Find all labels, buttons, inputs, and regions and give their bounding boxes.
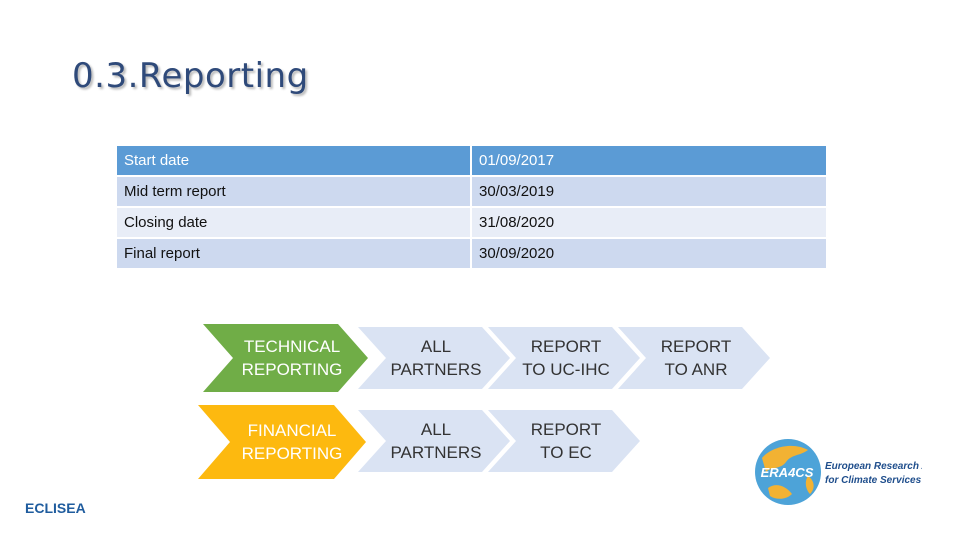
technical-step-all-partners: ALL PARTNERS	[358, 327, 510, 389]
financial-step-report-ec: REPORT TO EC	[488, 410, 640, 472]
schedule-label: Mid term report	[117, 177, 470, 206]
step-label: REPORT TO UC-IHC	[522, 337, 610, 379]
chevron-shape	[488, 327, 640, 389]
step-label: ALL PARTNERS	[390, 337, 482, 379]
schedule-label: Closing date	[117, 208, 470, 237]
chevron-shape	[618, 327, 770, 389]
step-chevron-fill	[358, 410, 510, 472]
step-chevron-fill	[488, 327, 640, 389]
step-label: REPORT TO EC	[530, 420, 602, 462]
logo-land-right	[805, 476, 814, 494]
logo-line1: European Research Area	[825, 461, 922, 472]
step-chevron-fill	[358, 327, 510, 389]
table-row: Final report 30/09/2020	[117, 239, 826, 268]
chevron-shape	[488, 410, 640, 472]
era4cs-logo: ERA4CS European Research Area for Climat…	[752, 436, 944, 513]
technical-chevron-fill	[203, 324, 368, 392]
schedule-value: 30/03/2019	[470, 177, 826, 206]
schedule-label: Final report	[117, 239, 470, 268]
logo-line2: for Climate Services	[825, 475, 922, 486]
step-chevron-fill	[618, 327, 770, 389]
table-row: Mid term report 30/03/2019	[117, 177, 826, 206]
schedule-label: Start date	[117, 146, 470, 175]
logo-mark: ERA4CS	[761, 465, 814, 480]
financial-chevron-fill	[198, 405, 366, 479]
chevron-shape	[203, 324, 368, 392]
chevron-shape	[198, 405, 366, 479]
page-title: 0.3.Reporting	[72, 56, 309, 96]
schedule-value: 31/08/2020	[470, 208, 826, 237]
table-row: Closing date 31/08/2020	[117, 208, 826, 237]
technical-reporting-label: TECHNICAL REPORTING	[241, 337, 343, 379]
schedule-table: Start date 01/09/2017 Mid term report 30…	[117, 144, 826, 270]
logo-land-bottom	[768, 485, 792, 499]
financial-step-all-partners: ALL PARTNERS	[358, 410, 510, 472]
schedule-value: 01/09/2017	[470, 146, 826, 175]
technical-reporting-chevron: TECHNICAL REPORTING	[203, 324, 368, 392]
technical-step-report-anr: REPORT TO ANR	[618, 327, 770, 389]
financial-reporting-label: FINANCIAL REPORTING	[241, 421, 343, 463]
step-label: ALL PARTNERS	[390, 420, 482, 462]
step-label: REPORT TO ANR	[660, 337, 732, 379]
step-chevron-fill	[488, 410, 640, 472]
financial-reporting-chevron: FINANCIAL REPORTING	[198, 405, 366, 479]
table-row: Start date 01/09/2017	[117, 146, 826, 175]
technical-step-report-uc-ihc: REPORT TO UC-IHC	[488, 327, 640, 389]
chevron-shape	[358, 410, 510, 472]
schedule-value: 30/09/2020	[470, 239, 826, 268]
chevron-shape	[358, 327, 510, 389]
era4cs-logo-icon: ERA4CS European Research Area for Climat…	[755, 439, 944, 505]
eclisea-brand: ECLISEA	[25, 500, 86, 516]
logo-land-top	[762, 445, 808, 472]
